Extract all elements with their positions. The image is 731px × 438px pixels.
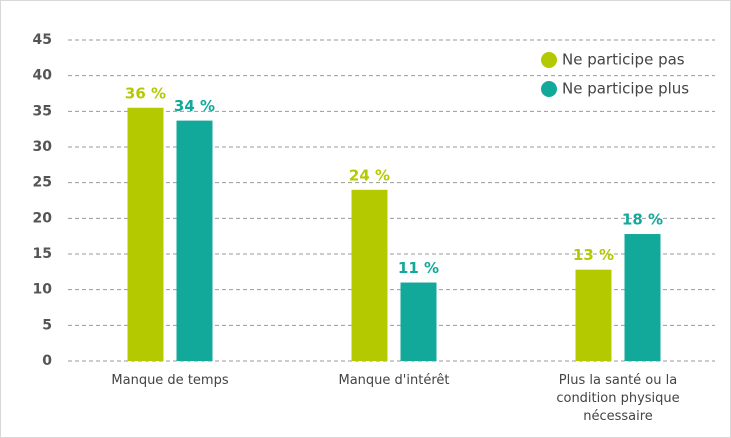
legend-marker <box>541 52 557 68</box>
bar <box>176 120 213 362</box>
bar <box>624 234 661 361</box>
data-label: 36 % <box>125 84 166 102</box>
bar <box>351 189 388 361</box>
y-tick-label: 0 <box>42 353 52 369</box>
y-tick-label: 35 <box>33 103 52 119</box>
y-tick-label: 15 <box>33 246 52 262</box>
y-tick-label: 25 <box>33 175 52 191</box>
y-tick-label: 40 <box>33 68 53 84</box>
x-tick-label: Manque de temps <box>111 373 229 388</box>
data-label: 34 % <box>174 97 215 115</box>
bar <box>400 282 437 361</box>
y-tick-label: 45 <box>33 32 52 48</box>
x-tick-label: Manque d'intérêt <box>338 373 450 388</box>
data-label: 13 % <box>573 246 614 264</box>
bar <box>127 107 164 362</box>
legend-label: Ne participe plus <box>562 80 689 98</box>
y-tick-label: 10 <box>33 282 53 298</box>
y-tick-label: 20 <box>33 210 53 226</box>
data-label: 11 % <box>398 259 439 277</box>
legend-label: Ne participe pas <box>562 51 685 69</box>
x-tick-label: Plus la santé ou la condition physique n… <box>556 373 680 424</box>
legend-marker <box>541 81 557 97</box>
y-tick-label: 5 <box>42 317 52 333</box>
bar <box>575 269 612 361</box>
data-label: 24 % <box>349 166 390 184</box>
data-label: 18 % <box>622 211 663 229</box>
y-tick-label: 30 <box>33 139 53 155</box>
